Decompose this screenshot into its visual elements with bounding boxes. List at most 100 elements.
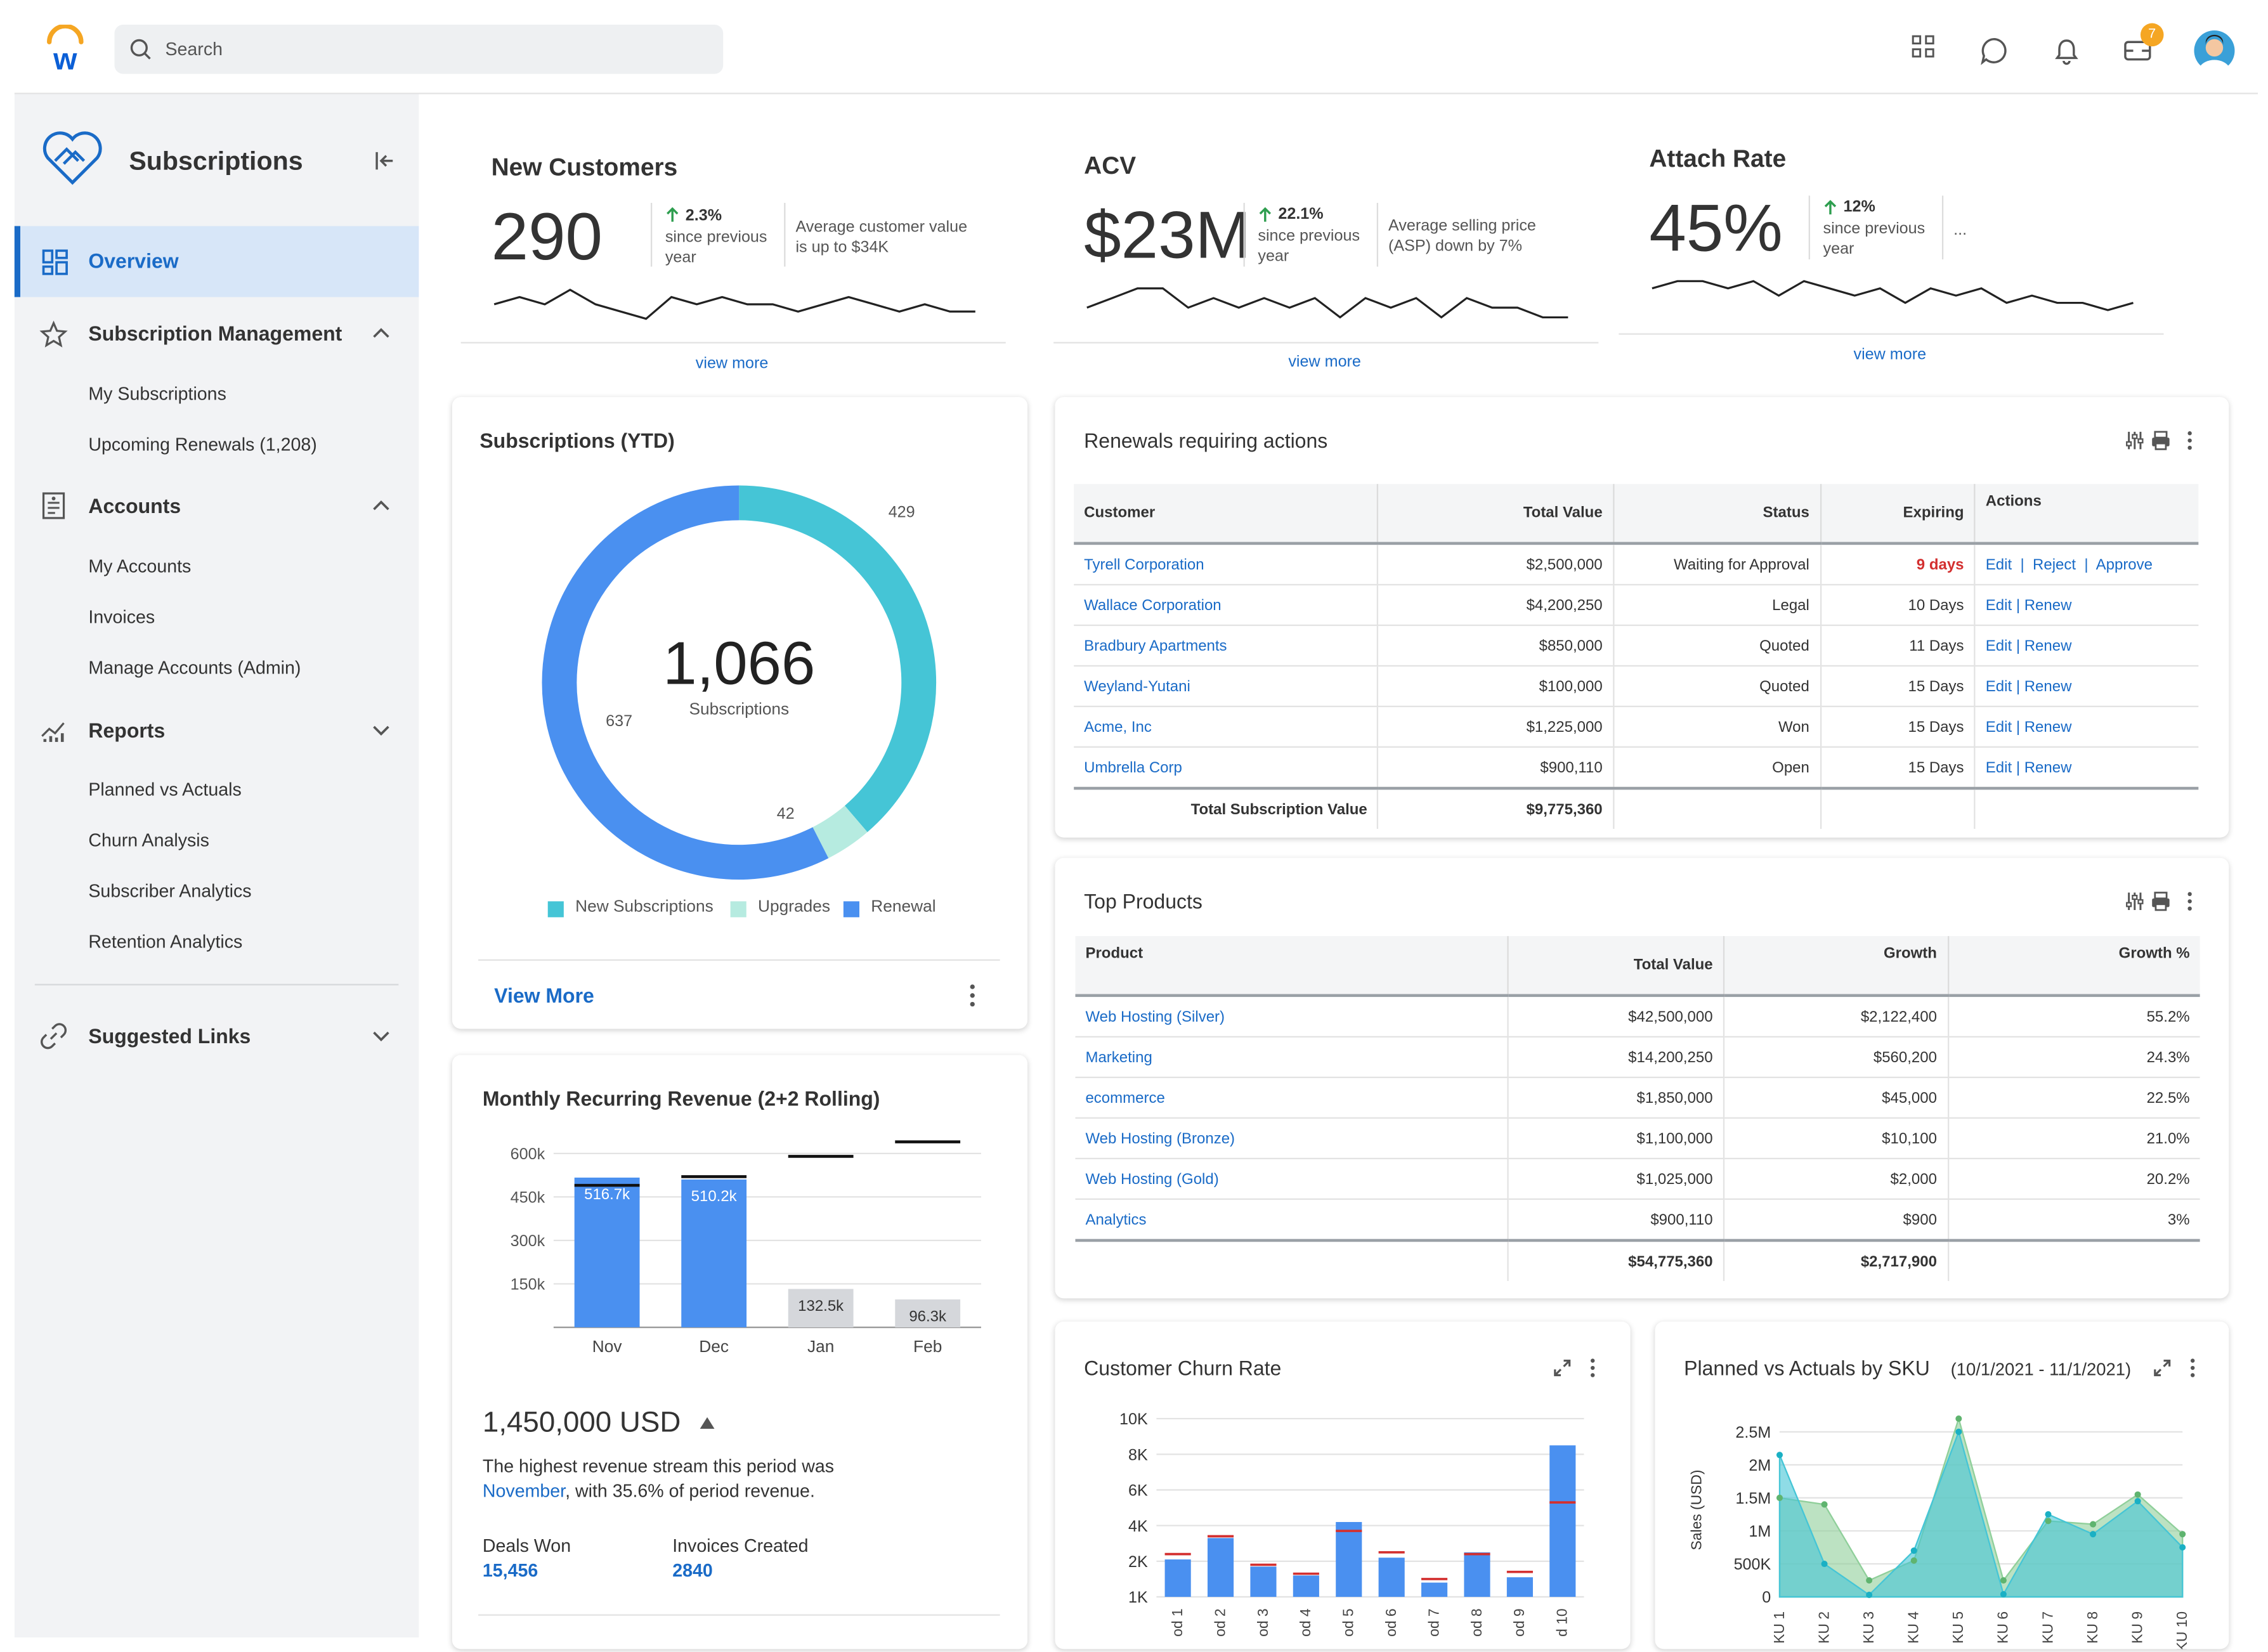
y-tick-label: 450k <box>511 1189 545 1207</box>
column-header[interactable]: Total Value <box>1378 484 1614 545</box>
product-link[interactable]: Web Hosting (Gold) <box>1075 1158 1509 1200</box>
data-point <box>1776 1452 1783 1459</box>
collapse-sidebar-icon[interactable] <box>374 151 394 171</box>
y-tick-label: 10K <box>1119 1410 1148 1428</box>
sidebar-section-reports[interactable]: Reports <box>88 719 166 742</box>
november-link[interactable]: November <box>482 1481 566 1502</box>
kpi-since: since previous year <box>1258 227 1360 266</box>
link-icon <box>41 1023 67 1050</box>
sidebar-section-accounts[interactable]: Accounts <box>88 494 181 517</box>
customer-link[interactable]: Tyrell Corporation <box>1074 543 1379 586</box>
sidebar-item-upcoming-renewals[interactable]: Upcoming Renewals (1,208) <box>88 434 317 455</box>
sidebar-title: Subscriptions <box>129 146 303 176</box>
slice-value-label: 637 <box>606 712 632 730</box>
workday-logo[interactable]: w <box>44 23 88 77</box>
churn-bar <box>1378 1558 1405 1597</box>
product-link[interactable]: ecommerce <box>1075 1077 1509 1119</box>
row-actions[interactable]: Edit | Renew <box>1974 584 2199 627</box>
sidebar-section-subscription-management[interactable]: Subscription Management <box>88 322 342 345</box>
more-vert-icon[interactable] <box>1588 1356 1597 1380</box>
y-tick-label: 1K <box>1128 1589 1148 1606</box>
avatar[interactable] <box>2193 29 2236 73</box>
legend-swatch <box>730 901 746 918</box>
sidebar-item-my-subscriptions[interactable]: My Subscriptions <box>88 384 226 405</box>
growth-percent: 55.2% <box>1948 995 2200 1038</box>
renewals-card: Renewals requiring actions Customer Tota… <box>1055 397 2229 838</box>
total-value: $14,200,250 <box>1508 1036 1724 1079</box>
row-actions[interactable]: Edit | Reject | Approve <box>1974 543 2199 586</box>
view-more-button[interactable]: View More <box>494 984 594 1008</box>
table-row: Tyrell Corporation $2,500,000 Waiting fo… <box>1074 543 2199 586</box>
sidebar-item-invoices[interactable]: Invoices <box>88 607 155 628</box>
column-header[interactable]: Customer <box>1074 484 1379 545</box>
expand-icon[interactable] <box>2154 1359 2171 1377</box>
view-more-link[interactable]: view more <box>1288 353 1361 371</box>
more-vert-icon[interactable] <box>967 982 978 1008</box>
churn-bar <box>1164 1559 1191 1597</box>
customer-link[interactable]: Acme, Inc <box>1074 706 1379 748</box>
product-link[interactable]: Web Hosting (Silver) <box>1075 995 1509 1038</box>
table-row: Wallace Corporation $4,200,250 Legal 10 … <box>1074 584 2199 627</box>
chevron-up-icon[interactable] <box>371 495 391 516</box>
column-header[interactable]: Growth <box>1723 936 1949 998</box>
row-actions[interactable]: Edit | Renew <box>1974 665 2199 708</box>
column-header[interactable]: Status <box>1613 484 1822 545</box>
sidebar-item-subscriber-analytics[interactable]: Subscriber Analytics <box>88 881 252 902</box>
legend-label: Renewal <box>871 898 936 916</box>
data-point <box>2134 1498 2141 1505</box>
growth-percent: 3% <box>1948 1199 2200 1242</box>
column-header[interactable]: Expiring <box>1820 484 1976 545</box>
more-vert-icon[interactable] <box>2188 1356 2197 1380</box>
product-link[interactable]: Web Hosting (Bronze) <box>1075 1117 1509 1160</box>
customer-link[interactable]: Bradbury Apartments <box>1074 625 1379 667</box>
print-icon[interactable] <box>2151 431 2171 451</box>
card-title: Monthly Recurring Revenue (2+2 Rolling) <box>482 1086 880 1110</box>
sidebar-item-churn-analysis[interactable]: Churn Analysis <box>88 830 209 851</box>
chevron-up-icon[interactable] <box>371 323 391 344</box>
sidebar-item-manage-accounts[interactable]: Manage Accounts (Admin) <box>88 658 301 679</box>
chevron-down-icon[interactable] <box>371 720 391 741</box>
sidebar-item-overview[interactable]: Overview <box>14 226 419 297</box>
filter-settings-icon[interactable] <box>2125 431 2145 451</box>
sidebar-item-planned-vs-actuals[interactable]: Planned vs Actuals <box>88 779 242 800</box>
mrr-description: The highest revenue stream this period w… <box>483 1455 1005 1504</box>
growth: $10,100 <box>1723 1117 1949 1160</box>
invoices-created-value[interactable]: 2840 <box>672 1560 713 1581</box>
status: Waiting for Approval <box>1613 543 1822 586</box>
product-link[interactable]: Analytics <box>1075 1199 1509 1242</box>
apps-grid-icon[interactable] <box>1912 35 1935 58</box>
inbox-icon[interactable] <box>2123 39 2153 63</box>
deals-won-value[interactable]: 15,456 <box>482 1560 538 1581</box>
filter-settings-icon[interactable] <box>2125 891 2145 911</box>
donut-slice-renewal <box>542 485 829 880</box>
deals-won-label: Deals Won <box>482 1536 571 1557</box>
chevron-down-icon[interactable] <box>371 1026 391 1046</box>
print-icon[interactable] <box>2151 891 2171 911</box>
bell-icon[interactable] <box>2052 36 2082 65</box>
kpi-note: ... <box>1953 221 1967 240</box>
sidebar-item-my-accounts[interactable]: My Accounts <box>88 556 192 577</box>
churn-bar <box>1293 1575 1319 1597</box>
more-vert-icon[interactable] <box>2186 429 2194 452</box>
customer-link[interactable]: Umbrella Corp <box>1074 746 1379 790</box>
row-actions[interactable]: Edit | Renew <box>1974 706 2199 748</box>
column-header[interactable]: Actions <box>1974 484 2199 545</box>
more-vert-icon[interactable] <box>2186 890 2194 913</box>
search-input[interactable]: Search <box>114 24 724 74</box>
customer-link[interactable]: Wallace Corporation <box>1074 584 1379 627</box>
view-more-link[interactable]: view more <box>1853 346 1927 364</box>
sidebar-section-suggested-links[interactable]: Suggested Links <box>88 1024 251 1048</box>
product-link[interactable]: Marketing <box>1075 1036 1509 1079</box>
row-actions[interactable]: Edit | Renew <box>1974 746 2199 790</box>
column-header[interactable]: Growth % <box>1948 936 2200 998</box>
expand-icon[interactable] <box>1554 1359 1571 1377</box>
column-header[interactable]: Total Value <box>1508 936 1724 998</box>
chat-icon[interactable] <box>1979 36 2009 65</box>
customer-link[interactable]: Weyland-Yutani <box>1074 665 1379 708</box>
sparkline-path <box>1086 287 1568 319</box>
kpi-acv: ACV $23M 22.1% since previous year Avera… <box>1053 131 1599 380</box>
row-actions[interactable]: Edit | Renew <box>1974 625 2199 667</box>
column-header[interactable]: Product <box>1075 936 1509 998</box>
view-more-link[interactable]: view more <box>695 354 769 373</box>
sidebar-item-retention-analytics[interactable]: Retention Analytics <box>88 932 243 953</box>
